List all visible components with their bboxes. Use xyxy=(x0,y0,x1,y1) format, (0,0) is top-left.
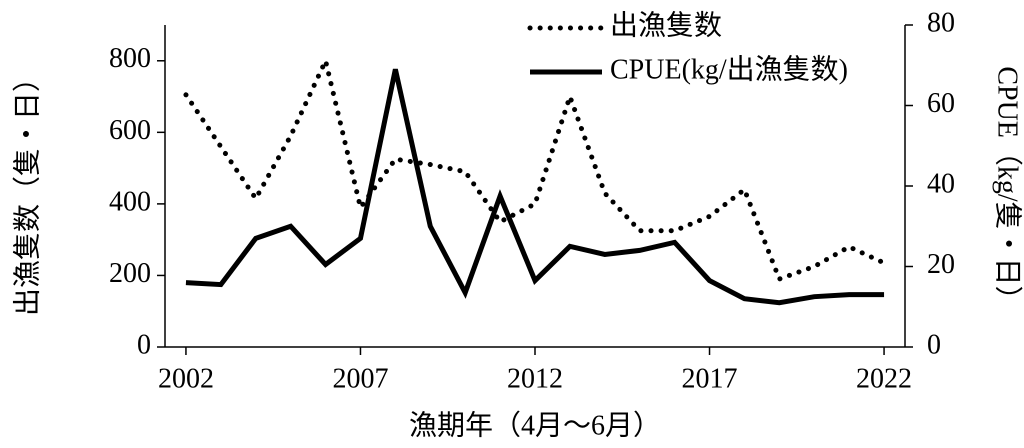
series-line xyxy=(183,53,887,283)
y2-axis-label: CPUE（kg/隻・日） xyxy=(992,66,1024,313)
y2-tick-label: 80 xyxy=(927,7,955,38)
x-axis-label: 漁期年（4月～6月） xyxy=(409,409,661,441)
legend-label: CPUE(kg/出漁隻数) xyxy=(610,53,848,85)
series-line xyxy=(185,68,885,306)
y-tick-label: 200 xyxy=(109,258,151,289)
x-tick-label: 2002 xyxy=(158,363,214,394)
y2-tick-label: 0 xyxy=(927,329,941,360)
x-tick-label: 2017 xyxy=(682,363,738,394)
x-tick-label: 2007 xyxy=(332,363,388,394)
y-tick-label: 600 xyxy=(109,115,151,146)
y-tick-label: 800 xyxy=(109,43,151,74)
x-tick-label: 2022 xyxy=(856,363,912,394)
y-tick-label: 0 xyxy=(137,329,151,360)
x-tick-label: 2012 xyxy=(507,363,563,394)
y-tick-label: 400 xyxy=(109,186,151,217)
y2-tick-label: 60 xyxy=(927,88,955,119)
y2-tick-label: 40 xyxy=(927,168,955,199)
legend-label: 出漁隻数 xyxy=(610,9,722,41)
y2-tick-label: 20 xyxy=(927,249,955,280)
y-axis-label: 出漁隻数（隻・日） xyxy=(11,64,43,316)
